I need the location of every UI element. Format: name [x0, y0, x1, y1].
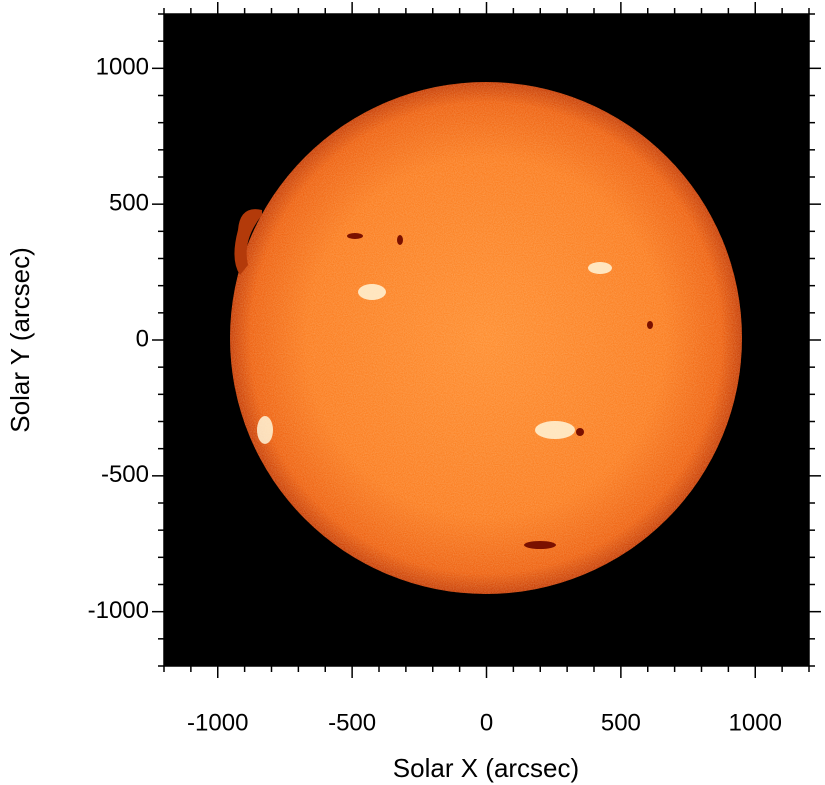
y-tick-label: 500 — [109, 190, 149, 217]
x-tick-label: -1000 — [187, 709, 248, 736]
y-tick-label: 0 — [136, 325, 149, 352]
y-tick-label: 1000 — [96, 54, 149, 81]
plage-regions — [257, 262, 612, 444]
disk-texture — [230, 82, 742, 594]
x-axis-label: Solar X (arcsec) — [393, 753, 579, 783]
solar-image — [164, 14, 809, 666]
x-tick-label: 1000 — [729, 709, 782, 736]
y-axis-label: Solar Y (arcsec) — [5, 247, 35, 432]
y-tick-label: -1000 — [88, 597, 149, 624]
filaments — [347, 233, 653, 549]
x-tick-label: -500 — [328, 709, 376, 736]
x-tick-label: 500 — [601, 709, 641, 736]
prominence — [234, 209, 262, 275]
x-tick-label: 0 — [480, 709, 493, 736]
y-tick-label: -500 — [101, 461, 149, 488]
